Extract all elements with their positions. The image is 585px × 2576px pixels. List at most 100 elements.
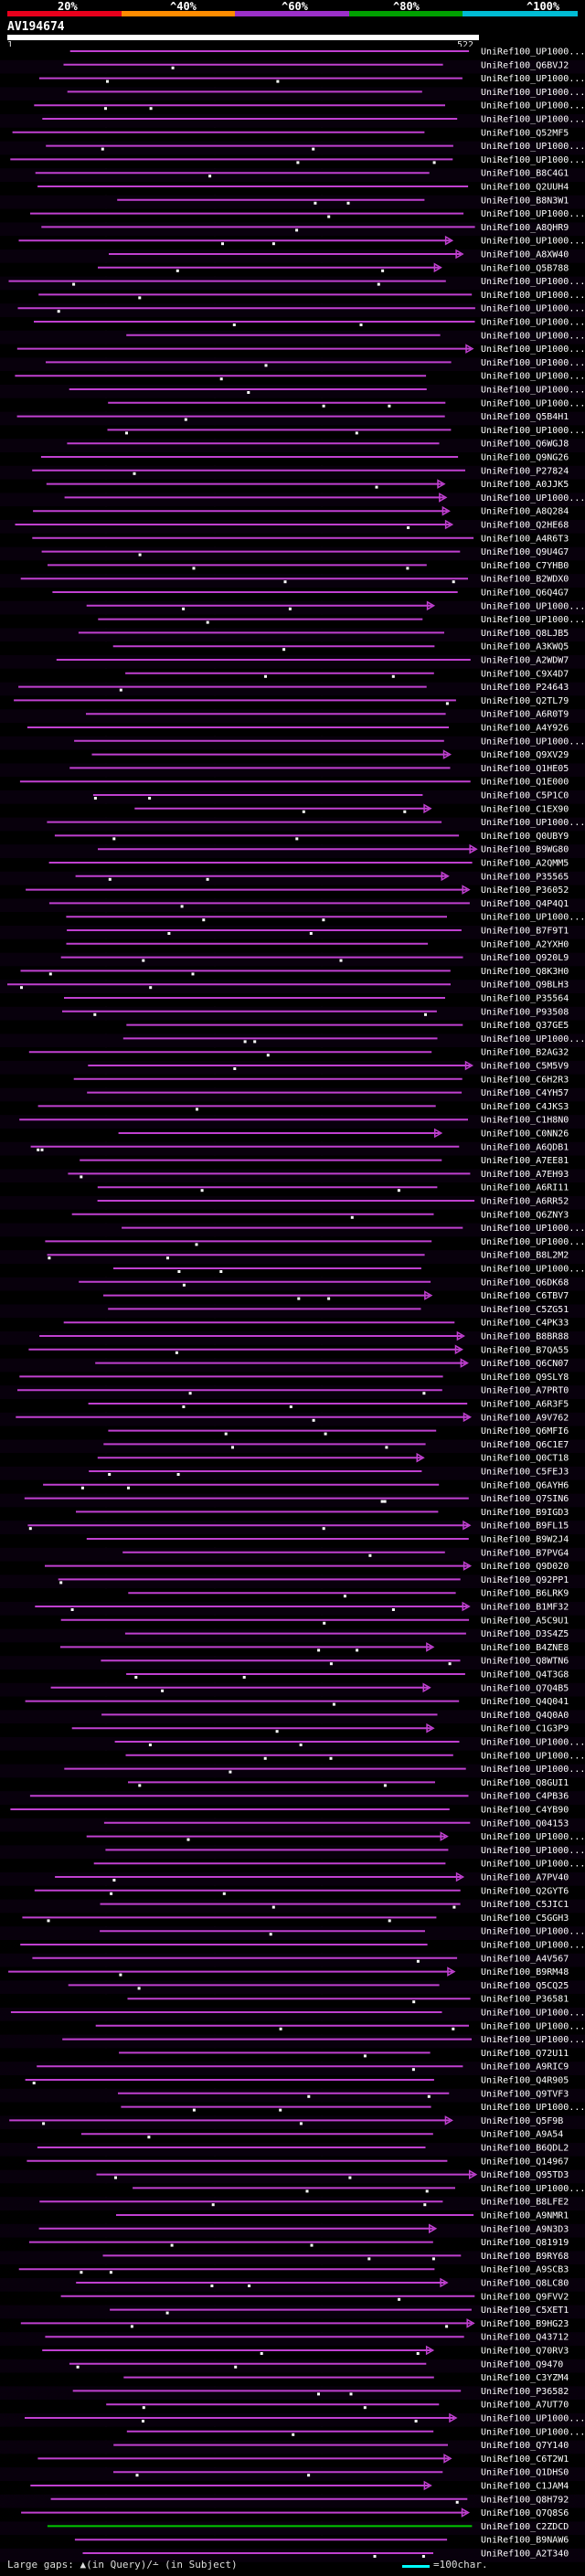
hit-label[interactable]: UniRef100_B1MF32	[481, 1603, 569, 1613]
hit-row[interactable]: UniRef100_UP1000...	[0, 2102, 585, 2116]
hit-label[interactable]: UniRef100_UP1000...	[481, 1751, 585, 1761]
hit-label[interactable]: UniRef100_P35565	[481, 872, 569, 882]
hit-label[interactable]: UniRef100_Q1DHS0	[481, 2468, 569, 2478]
hit-row[interactable]: UniRef100_A8Q284	[0, 505, 585, 520]
hit-label[interactable]: UniRef100_UP1000...	[481, 1224, 585, 1234]
hit-label[interactable]: UniRef100_Q6WGJ8	[481, 440, 569, 450]
hit-row[interactable]: UniRef100_UP1000...	[0, 1737, 585, 1751]
hit-row[interactable]: UniRef100_A7EE81	[0, 1155, 585, 1170]
hit-row[interactable]: UniRef100_UP1000...	[0, 371, 585, 385]
hit-row[interactable]: UniRef100_UP1000...	[0, 344, 585, 358]
hit-label[interactable]: UniRef100_Q8K3H0	[481, 967, 569, 977]
hit-label[interactable]: UniRef100_Q2UUH4	[481, 183, 569, 193]
hit-row[interactable]: UniRef100_UP1000...	[0, 1831, 585, 1846]
hit-row[interactable]: UniRef100_Q14967	[0, 2156, 585, 2170]
hit-row[interactable]: UniRef100_Q9470	[0, 2359, 585, 2373]
hit-label[interactable]: UniRef100_D3S4Z5	[481, 1629, 569, 1639]
hit-row[interactable]: UniRef100_A6R3F5	[0, 1399, 585, 1413]
hit-label[interactable]: UniRef100_B8N3W1	[481, 196, 569, 206]
hit-row[interactable]: UniRef100_C6T2W1	[0, 2454, 585, 2468]
hit-label[interactable]: UniRef100_B9WG80	[481, 845, 569, 855]
hit-label[interactable]: UniRef100_Q95TD3	[481, 2170, 569, 2180]
hit-row[interactable]: UniRef100_B8N3W1	[0, 195, 585, 209]
hit-row[interactable]: UniRef100_Q04153	[0, 1818, 585, 1832]
hit-row[interactable]: UniRef100_Q2GYT6	[0, 1885, 585, 1900]
hit-row[interactable]: UniRef100_A8XW40	[0, 249, 585, 263]
hit-row[interactable]: UniRef100_UP1000...	[0, 912, 585, 926]
hit-label[interactable]: UniRef100_A9A54	[481, 2130, 563, 2140]
hit-row[interactable]: UniRef100_A9V762	[0, 1412, 585, 1426]
hit-label[interactable]: UniRef100_Q1E000	[481, 778, 569, 788]
hit-label[interactable]: UniRef100_Q9NG26	[481, 453, 569, 463]
hit-label[interactable]: UniRef100_Q1HE05	[481, 764, 569, 774]
hit-label[interactable]: UniRef100_UP1000...	[481, 2414, 585, 2424]
hit-row[interactable]: UniRef100_UP1000...	[0, 2183, 585, 2198]
hit-row[interactable]: UniRef100_B2WDX0	[0, 574, 585, 588]
hit-row[interactable]: UniRef100_UP1000...	[0, 493, 585, 507]
hit-row[interactable]: UniRef100_UP1000...	[0, 1764, 585, 1778]
hit-label[interactable]: UniRef100_C6H2R3	[481, 1075, 569, 1085]
hit-label[interactable]: UniRef100_UP1000...	[481, 615, 585, 625]
hit-label[interactable]: UniRef100_B2AG32	[481, 1048, 569, 1058]
hit-row[interactable]: UniRef100_UP1000...	[0, 2412, 585, 2427]
hit-label[interactable]: UniRef100_Q9BLH3	[481, 981, 569, 991]
hit-row[interactable]: UniRef100_UP1000...	[0, 290, 585, 304]
hit-label[interactable]: UniRef100_C2ZDCD	[481, 2522, 569, 2532]
hit-label[interactable]: UniRef100_C1G3P9	[481, 1724, 569, 1734]
hit-row[interactable]: UniRef100_C4YB90	[0, 1805, 585, 1818]
hit-label[interactable]: UniRef100_A6RI11	[481, 1183, 569, 1193]
hit-row[interactable]: UniRef100_UP1000...	[0, 357, 585, 372]
hit-label[interactable]: UniRef100_C6TBV7	[481, 1291, 569, 1301]
hit-label[interactable]: UniRef100_P24643	[481, 683, 569, 693]
hit-row[interactable]: UniRef100_C5P1C0	[0, 790, 585, 804]
hit-label[interactable]: UniRef100_UP1000...	[481, 386, 585, 396]
hit-row[interactable]: UniRef100_Q37GE5	[0, 1020, 585, 1034]
hit-label[interactable]: UniRef100_UP1000...	[481, 88, 585, 98]
hit-label[interactable]: UniRef100_Q92PP1	[481, 1575, 569, 1585]
hit-row[interactable]: UniRef100_Q0UBY9	[0, 831, 585, 845]
hit-row[interactable]: UniRef100_Q6BVJ2	[0, 59, 585, 74]
hit-label[interactable]: UniRef100_A6RR52	[481, 1197, 569, 1207]
hit-label[interactable]: UniRef100_B2WDX0	[481, 575, 569, 585]
hit-row[interactable]: UniRef100_B7F9T1	[0, 926, 585, 939]
hit-row[interactable]: UniRef100_A6R0T9	[0, 709, 585, 723]
hit-label[interactable]: UniRef100_Q7SIN6	[481, 1494, 569, 1504]
hit-row[interactable]: UniRef100_Q43712	[0, 2332, 585, 2346]
hit-row[interactable]: UniRef100_UP1000...	[0, 817, 585, 832]
hit-row[interactable]: UniRef100_C5M5V9	[0, 1060, 585, 1075]
hit-row[interactable]: UniRef100_Q9D020	[0, 1561, 585, 1575]
hit-row[interactable]: UniRef100_UP1000...	[0, 425, 585, 440]
hit-row[interactable]: UniRef100_Q4R905	[0, 2075, 585, 2089]
hit-label[interactable]: UniRef100_UP1000...	[481, 1034, 585, 1044]
hit-label[interactable]: UniRef100_Q04153	[481, 1818, 569, 1829]
hit-label[interactable]: UniRef100_C3YZM4	[481, 2373, 569, 2383]
hit-row[interactable]: UniRef100_B9WG80	[0, 843, 585, 858]
hit-row[interactable]: UniRef100_Q8LC80	[0, 2277, 585, 2292]
hit-row[interactable]: UniRef100_UP1000...	[0, 1750, 585, 1765]
hit-row[interactable]: UniRef100_C5FEJ3	[0, 1467, 585, 1480]
hit-row[interactable]: UniRef100_C4PB36	[0, 1791, 585, 1805]
hit-label[interactable]: UniRef100_A9SCB3	[481, 2265, 569, 2275]
hit-label[interactable]: UniRef100_A4V567	[481, 1954, 569, 1964]
hit-label[interactable]: UniRef100_UP1000...	[481, 2035, 585, 2045]
hit-row[interactable]: UniRef100_UP1000...	[0, 614, 585, 629]
hit-label[interactable]: UniRef100_C1JAM4	[481, 2482, 569, 2492]
hit-row[interactable]: UniRef100_Q9FVV2	[0, 2291, 585, 2306]
hit-label[interactable]: UniRef100_B8BR88	[481, 1332, 569, 1342]
hit-row[interactable]: UniRef100_Q5B4H1	[0, 411, 585, 426]
hit-label[interactable]: UniRef100_A4R6T3	[481, 534, 569, 544]
hit-row[interactable]: UniRef100_Q6C1E7	[0, 1439, 585, 1454]
hit-label[interactable]: UniRef100_B6LRK9	[481, 1589, 569, 1599]
hit-row[interactable]: UniRef100_Q1E000	[0, 777, 585, 790]
hit-row[interactable]: UniRef100_C4PK33	[0, 1318, 585, 1331]
hit-label[interactable]: UniRef100_Q70RV3	[481, 2347, 569, 2357]
hit-row[interactable]: UniRef100_Q8LJB5	[0, 628, 585, 642]
hit-label[interactable]: UniRef100_UP1000...	[481, 155, 585, 165]
hit-label[interactable]: UniRef100_UP1000...	[481, 345, 585, 355]
hit-row[interactable]: UniRef100_Q7Q4B5	[0, 1682, 585, 1697]
hit-row[interactable]: UniRef100_C1G3P9	[0, 1723, 585, 1737]
hit-row[interactable]: UniRef100_D3S4Z5	[0, 1628, 585, 1643]
hit-row[interactable]: UniRef100_Q9XV29	[0, 749, 585, 764]
hit-label[interactable]: UniRef100_A0JJK5	[481, 480, 569, 490]
hit-row[interactable]: UniRef100_Q5CQ25	[0, 1980, 585, 1995]
